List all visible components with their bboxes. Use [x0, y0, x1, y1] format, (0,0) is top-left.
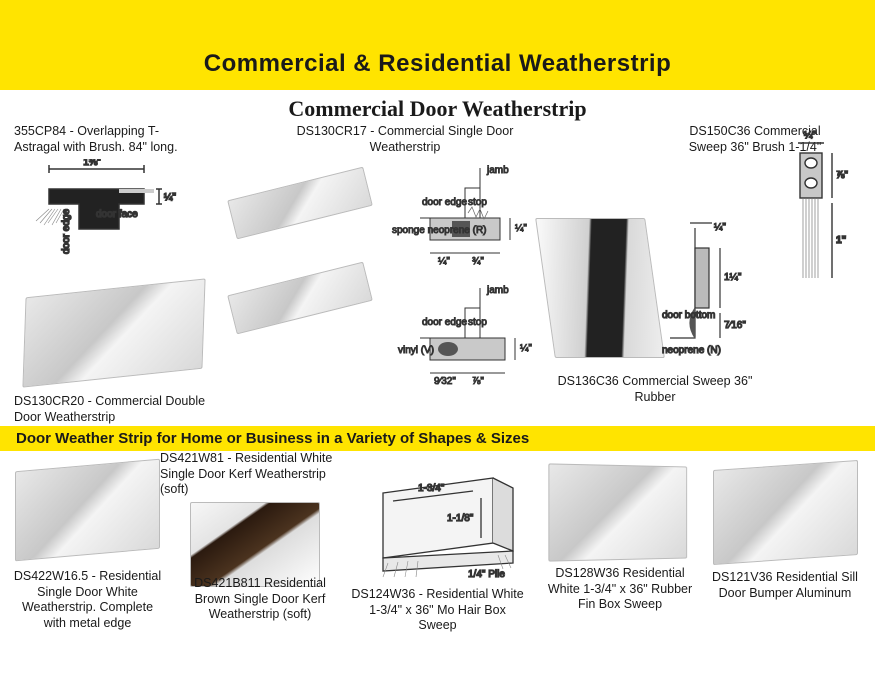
commercial-section: 355CP84 - Overlapping T-Astragal with Br…: [0, 124, 875, 426]
sweep-brush-diagram: ¼" ⅞" 1": [770, 128, 860, 298]
product-DS422W165: DS422W16.5 - Residential Single Door Whi…: [10, 461, 165, 632]
svg-text:door face: door face: [96, 209, 138, 220]
product-label: DS422W16.5 - Residential Single Door Whi…: [10, 569, 165, 632]
product-DS421B811: DS421B811 Residential Brown Single Door …: [185, 576, 335, 623]
svg-text:vinyl (V): vinyl (V): [398, 345, 434, 356]
svg-text:door edge: door edge: [422, 317, 467, 328]
svg-text:sponge neoprene (R): sponge neoprene (R): [392, 225, 487, 236]
product-photo: [713, 460, 858, 565]
t-astragal-diagram: 1⅜" ¼" door face door edge: [24, 159, 194, 259]
page-title: Commercial & Residential Weatherstrip: [204, 50, 672, 78]
svg-text:¾": ¾": [472, 256, 484, 267]
product-DS124W36: 1-3/4" 1-1/8" 1/4" Pile DS124W36 - Resid…: [350, 469, 525, 634]
residential-section: DS422W16.5 - Residential Single Door Whi…: [0, 451, 875, 679]
product-label: DS124W36 - Residential White 1-3/4" x 36…: [350, 587, 525, 634]
svg-text:1-3/4": 1-3/4": [418, 483, 445, 494]
product-photo: [227, 262, 373, 335]
svg-text:jamb: jamb: [486, 285, 509, 296]
weatherstrip-R-diagram: jamb door edge stop sponge neoprene (R) …: [390, 163, 550, 273]
svg-text:¼": ¼": [438, 255, 450, 267]
product-photo: [535, 218, 665, 358]
box-sweep-diagram: 1-3/4" 1-1/8" 1/4" Pile: [353, 473, 523, 583]
svg-text:door edge: door edge: [61, 209, 72, 254]
svg-text:door edge: door edge: [422, 197, 467, 208]
product-label: DS130CR20 - Commercial Double Door Weath…: [14, 394, 214, 425]
product-photo: [22, 278, 205, 387]
product-355CP84: 355CP84 - Overlapping T-Astragal with Br…: [14, 124, 204, 263]
svg-text:¼": ¼": [714, 221, 726, 233]
product-label: DS421W81 - Residential White Single Door…: [160, 451, 350, 498]
top-banner: Commercial & Residential Weatherstrip: [0, 0, 875, 90]
product-DS121V36: DS121V36 Residential Sill Door Bumper Al…: [710, 461, 860, 601]
product-label: DS121V36 Residential Sill Door Bumper Al…: [710, 570, 860, 601]
svg-text:⅞": ⅞": [836, 170, 848, 181]
svg-text:9⁄32": 9⁄32": [434, 376, 456, 387]
svg-text:1/4" Pile: 1/4" Pile: [468, 569, 505, 580]
product-DS150C36: DS150C36 Commercial Sweep 36" Brush 1-1/…: [650, 124, 860, 155]
svg-text:1": 1": [836, 235, 847, 246]
product-photo: [190, 502, 320, 587]
svg-text:door bottom: door bottom: [662, 310, 715, 321]
product-label: DS130CR17 - Commercial Single Door Weath…: [280, 124, 530, 155]
svg-text:jamb: jamb: [486, 165, 509, 176]
product-DS421W81: DS421W81 - Residential White Single Door…: [160, 451, 350, 591]
svg-text:¼": ¼": [164, 191, 176, 203]
svg-text:1-1/8": 1-1/8": [447, 513, 474, 524]
mid-banner-text: Door Weather Strip for Home or Business …: [16, 430, 529, 447]
product-DS130CR17: DS130CR17 - Commercial Single Door Weath…: [280, 124, 530, 155]
svg-text:¼": ¼": [520, 342, 532, 354]
svg-text:⅞": ⅞": [472, 376, 484, 387]
svg-text:1¼": 1¼": [724, 271, 742, 283]
product-photo: [548, 463, 687, 561]
svg-text:1⅜": 1⅜": [83, 159, 101, 168]
svg-text:7⁄16": 7⁄16": [724, 320, 746, 331]
product-photo: [15, 459, 160, 562]
product-DS130CR20: DS130CR20 - Commercial Double Door Weath…: [14, 284, 214, 425]
product-label: DS421B811 Residential Brown Single Door …: [185, 576, 335, 623]
svg-text:stop: stop: [468, 197, 487, 208]
svg-text:¼": ¼": [515, 222, 527, 234]
product-label: 355CP84 - Overlapping T-Astragal with Br…: [14, 124, 204, 155]
product-label: DS128W36 Residential White 1-3/4" x 36" …: [545, 566, 695, 613]
sweep-rubber-diagram: ¼" 1¼" 7⁄16" door bottom neoprene (N): [660, 218, 755, 368]
svg-text:¼": ¼": [804, 129, 816, 141]
product-photo: [227, 167, 373, 240]
product-label: DS136C36 Commercial Sweep 36" Rubber: [555, 374, 755, 405]
svg-text:neoprene (N): neoprene (N): [662, 345, 721, 356]
weatherstrip-V-diagram: jamb door edge stop vinyl (V) 9⁄32" ⅞" ¼…: [390, 283, 550, 393]
svg-text:stop: stop: [468, 317, 487, 328]
mid-banner: Door Weather Strip for Home or Business …: [0, 426, 875, 451]
product-DS128W36: DS128W36 Residential White 1-3/4" x 36" …: [545, 461, 695, 613]
section-subtitle: Commercial Door Weatherstrip: [0, 90, 875, 124]
